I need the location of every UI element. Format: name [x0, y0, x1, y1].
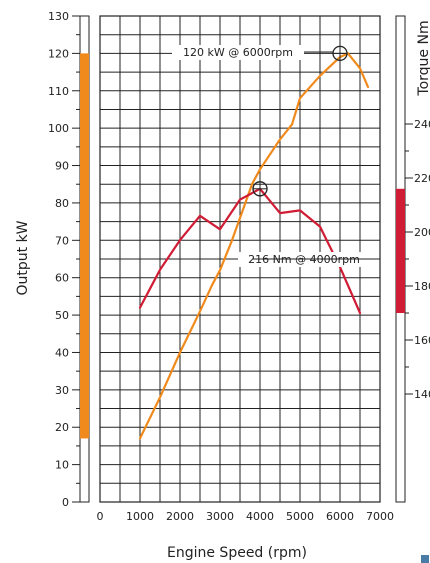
y-tick-label: 120: [48, 47, 69, 60]
y2-axis-title: Torque Nm: [416, 20, 430, 96]
y-tick-label: 40: [55, 346, 69, 359]
x-tick-label: 0: [97, 510, 104, 523]
x-tick-label: 6000: [326, 510, 354, 523]
y-axis-title: Output kW: [15, 220, 31, 295]
y-tick-label: 50: [55, 309, 69, 322]
torque-range-fill: [396, 188, 405, 313]
annotation-label: 120 kW @ 6000rpm: [183, 46, 293, 59]
x-tick-label: 2000: [166, 510, 194, 523]
torque-series-line: [138, 187, 362, 315]
x-axis-title: Engine Speed (rpm): [167, 545, 307, 561]
y-tick-label: 60: [55, 272, 69, 285]
legend-marker: [421, 555, 429, 563]
plot-frame: [99, 15, 381, 503]
y-tick-label: 100: [48, 122, 69, 135]
y-tick-label: 20: [55, 421, 69, 434]
y2-tick-label: 220: [414, 172, 430, 185]
y2-tick-label: 240: [414, 118, 430, 131]
range-bar-fill: [396, 188, 405, 313]
y-tick-label: 90: [55, 160, 69, 173]
x-tick-label: 1000: [126, 510, 154, 523]
y-tick-label: 130: [48, 10, 69, 23]
range-bar-fill: [80, 53, 89, 439]
y-tick-label: 110: [48, 85, 69, 98]
x-tick-label: 3000: [206, 510, 234, 523]
y-tick-label: 70: [55, 234, 69, 247]
series-lines: [138, 52, 370, 440]
y2-tick-label: 140: [414, 388, 430, 401]
y-axis-ticks: 0 10 20 30 40 50 60 70 80 90 100 110 120 130: [48, 10, 80, 509]
y2-tick-label: 160: [414, 334, 430, 347]
y-tick-label: 80: [55, 197, 69, 210]
x-axis-ticks: 0 1000 2000 3000 4000 5000 6000 7000: [97, 510, 395, 523]
y-tick-label: 0: [62, 496, 69, 509]
y-tick-label: 10: [55, 459, 69, 472]
output-series-line: [138, 52, 370, 440]
output-range-fill: [80, 53, 89, 439]
annotations: 120 kW @ 6000rpm 216 Nm @ 4000rpm: [172, 45, 370, 267]
y-tick-label: 30: [55, 384, 69, 397]
x-tick-label: 5000: [286, 510, 314, 523]
annotation-label: 216 Nm @ 4000rpm: [248, 253, 360, 266]
annotation-label-bg: [172, 45, 304, 60]
x-tick-label: 7000: [366, 510, 394, 523]
y2-tick-label: 200: [414, 226, 430, 239]
y2-tick-label: 180: [414, 280, 430, 293]
y2-axis-ticks: 140 160 180 200 220 240: [405, 118, 430, 401]
x-tick-label: 4000: [246, 510, 274, 523]
